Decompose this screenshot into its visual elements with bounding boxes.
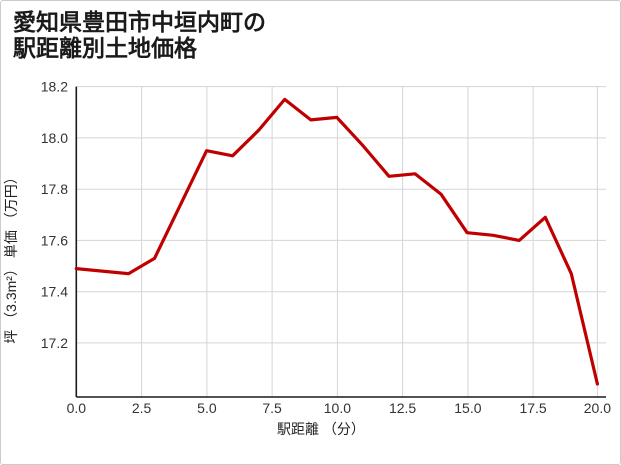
- svg-text:10.0: 10.0: [324, 400, 351, 416]
- svg-text:2.5: 2.5: [132, 400, 152, 416]
- svg-text:17.8: 17.8: [41, 181, 68, 197]
- svg-text:坪 （3.3m²） 単価 （万円）: 坪 （3.3m²） 単価 （万円）: [3, 170, 19, 343]
- svg-text:20.0: 20.0: [584, 400, 611, 416]
- svg-text:駅距離 （分）: 駅距離 （分）: [277, 421, 365, 437]
- svg-text:12.5: 12.5: [389, 400, 416, 416]
- svg-text:17.5: 17.5: [519, 400, 546, 416]
- svg-text:7.5: 7.5: [262, 400, 282, 416]
- svg-text:17.2: 17.2: [41, 335, 68, 351]
- svg-text:17.4: 17.4: [41, 284, 68, 300]
- svg-text:17.6: 17.6: [41, 232, 68, 248]
- svg-text:18.2: 18.2: [41, 79, 68, 95]
- svg-text:15.0: 15.0: [454, 400, 481, 416]
- svg-text:0.0: 0.0: [67, 400, 87, 416]
- svg-text:18.0: 18.0: [41, 130, 68, 146]
- svg-text:5.0: 5.0: [197, 400, 217, 416]
